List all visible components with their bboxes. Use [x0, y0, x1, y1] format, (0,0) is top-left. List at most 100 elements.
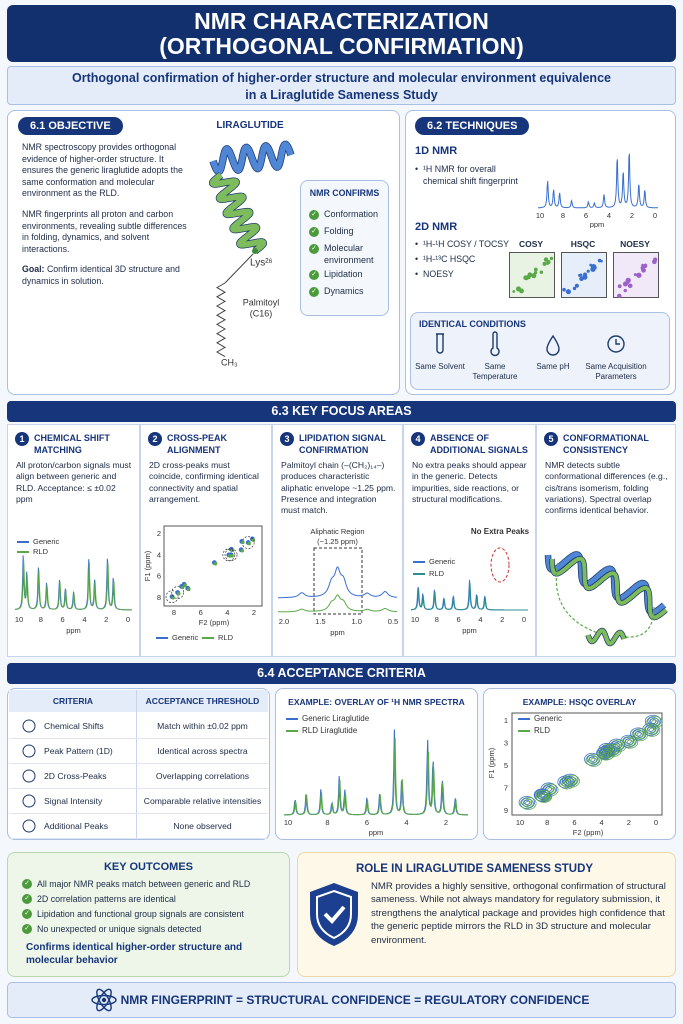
outcomes-heading: KEY OUTCOMES	[103, 861, 194, 873]
confirm-item: ✓ Folding	[309, 226, 387, 238]
number-badge: 1	[15, 432, 29, 446]
cross-peak	[586, 269, 590, 273]
outcome-text: All major NMR peaks match between generi…	[37, 879, 251, 889]
confirm-label: Folding	[324, 226, 354, 236]
mini-2d-plot	[509, 252, 555, 298]
spectrum-line	[284, 729, 468, 816]
x-tick-label: 8	[325, 818, 329, 827]
axis-label: ppm	[66, 626, 81, 635]
contour	[609, 739, 627, 753]
overlay-panel: EXAMPLE: OVERLAY OF ¹H NMR SPECTRA	[275, 688, 478, 840]
contour	[522, 799, 534, 808]
cross-peak	[627, 283, 633, 289]
x-tick-label: 10	[536, 211, 544, 220]
contour	[585, 753, 602, 767]
bullet: • NOESY	[415, 269, 454, 281]
icon-shape	[22, 744, 36, 758]
table-cell: Overlapping correlations	[155, 771, 250, 781]
cross-peak	[572, 286, 577, 291]
contour	[561, 773, 579, 787]
contour	[588, 756, 596, 762]
contour	[646, 725, 658, 735]
contour	[584, 752, 601, 766]
focus-card	[272, 424, 403, 657]
clock-hands	[615, 339, 620, 345]
check-icon: ✓	[309, 287, 319, 297]
focus-graphic: 2 4 6 8 8 6 4 2 F1 (ppm) F2 (ppm)Generic RLD	[143, 525, 263, 642]
x-tick-label: 10	[411, 615, 419, 624]
cross-peak	[623, 288, 627, 293]
check-icon: ✓	[22, 894, 32, 904]
number-badge: 5	[544, 432, 558, 446]
section-heading: 6.2 TECHNIQUES	[415, 117, 530, 135]
contour	[630, 727, 647, 741]
table-cell: Comparable relative intensities	[143, 796, 262, 806]
contour	[588, 755, 600, 765]
legend-label: Generic	[172, 633, 199, 642]
outcome-item: ✓ All major NMR peaks match between gener…	[22, 879, 250, 889]
cross-peak	[542, 261, 547, 266]
table-cell: Signal Intensity	[44, 796, 103, 806]
cross-peak	[640, 265, 645, 271]
focus-card	[7, 424, 140, 657]
check-icon: ✓	[22, 924, 32, 934]
cross-peak	[625, 280, 630, 285]
y-tick-label: 1	[504, 716, 508, 725]
y-tick-label: 3	[504, 738, 508, 747]
legend-label: RLD	[218, 633, 234, 642]
bullet-dot: •	[415, 239, 419, 249]
focus-text: Palmitoyl chain (–(CH₂)₁₄–) produces cha…	[281, 460, 396, 516]
header: NMR CHARACTERIZATION (ORTHOGONAL CONFIRM…	[7, 5, 676, 62]
x-tick-label: 4	[82, 615, 86, 624]
section-banner: 6.3 KEY FOCUS AREAS	[7, 401, 676, 422]
title: NMR CHARACTERIZATION	[194, 8, 489, 34]
match-ring	[171, 586, 185, 599]
column-divider	[136, 690, 137, 838]
x-tick-label: 6	[457, 615, 461, 624]
region-box	[313, 547, 363, 615]
cross-peak	[531, 273, 537, 279]
condition-label: Same Solvent	[415, 362, 465, 371]
condition-label: Same Temperature	[472, 362, 518, 381]
axis-label: ppm	[330, 628, 345, 637]
outcomes-conclusion: Confirms identical higher-order structur…	[26, 942, 243, 966]
clock-icon	[607, 335, 625, 353]
confirm-item: ✓ Lipidation	[309, 269, 387, 281]
cross-peak	[171, 595, 175, 600]
contour	[649, 718, 657, 724]
y-tick-label: 7	[504, 783, 508, 792]
row-icon	[22, 794, 36, 808]
x-tick-label: 4	[607, 211, 611, 220]
legend-label: Generic	[534, 714, 562, 723]
contour	[631, 728, 648, 742]
region-label: Aliphatic Region	[310, 527, 364, 536]
goal: Goal: Confirm identical 3D structure and…	[22, 264, 194, 287]
cross-peak	[240, 540, 245, 545]
contour	[646, 715, 663, 729]
contour	[563, 774, 580, 788]
cross-peak	[617, 293, 622, 298]
x-tick-label: 1.0	[351, 617, 361, 626]
x-tick-label: 0	[654, 818, 658, 827]
focus-title: CROSS-PEAK ALIGNMENT	[167, 433, 228, 455]
conditions-heading: IDENTICAL CONDITIONS	[419, 319, 526, 329]
chain-label: (C16)	[250, 308, 273, 318]
cross-peak	[579, 273, 583, 277]
hsqc-overlay: Generic RLD 1 3 5 7 9 10 8 6 4 2 0 F1 (ppm) F2 (ppm)	[487, 712, 663, 837]
table-cell: 2D Cross-Peaks	[44, 771, 107, 781]
contour	[538, 792, 550, 801]
x-tick-label: 4	[478, 615, 482, 624]
cross-peak	[213, 561, 218, 566]
cross-peak	[519, 288, 524, 294]
contour	[597, 747, 615, 761]
cross-peak	[633, 273, 637, 277]
spectrum-line	[284, 737, 468, 816]
panel-title: EXAMPLE: OVERLAY OF ¹H NMR SPECTRA	[288, 697, 465, 707]
outcome-text: Lipidation and functional group signals …	[37, 909, 244, 919]
legend-label: RLD Liraglutide	[302, 726, 358, 735]
contour	[613, 742, 620, 748]
bullet: • ¹H NMR for overall chemical shift finge…	[415, 164, 518, 186]
cross-peak	[652, 259, 657, 265]
focus-graphic: Aliphatic Region(~1.25 ppm) 2.0 1.5 1.0 0.5 p…	[278, 527, 398, 637]
